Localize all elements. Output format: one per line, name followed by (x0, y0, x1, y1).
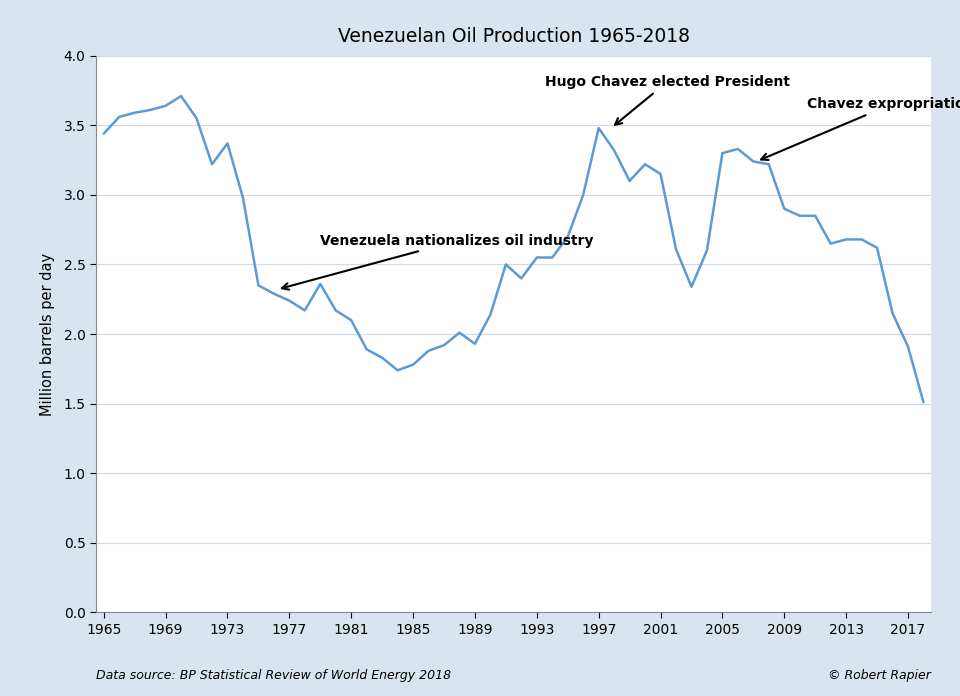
Text: Venezuela nationalizes oil industry: Venezuela nationalizes oil industry (282, 234, 594, 290)
Text: Data source: BP Statistical Review of World Energy 2018: Data source: BP Statistical Review of Wo… (96, 669, 451, 681)
Text: © Robert Rapier: © Robert Rapier (828, 669, 931, 681)
Text: Chavez expropriation: Chavez expropriation (761, 97, 960, 160)
Y-axis label: Million barrels per day: Million barrels per day (40, 253, 56, 416)
Title: Venezuelan Oil Production 1965-2018: Venezuelan Oil Production 1965-2018 (338, 26, 689, 46)
Text: Hugo Chavez elected President: Hugo Chavez elected President (544, 75, 789, 125)
